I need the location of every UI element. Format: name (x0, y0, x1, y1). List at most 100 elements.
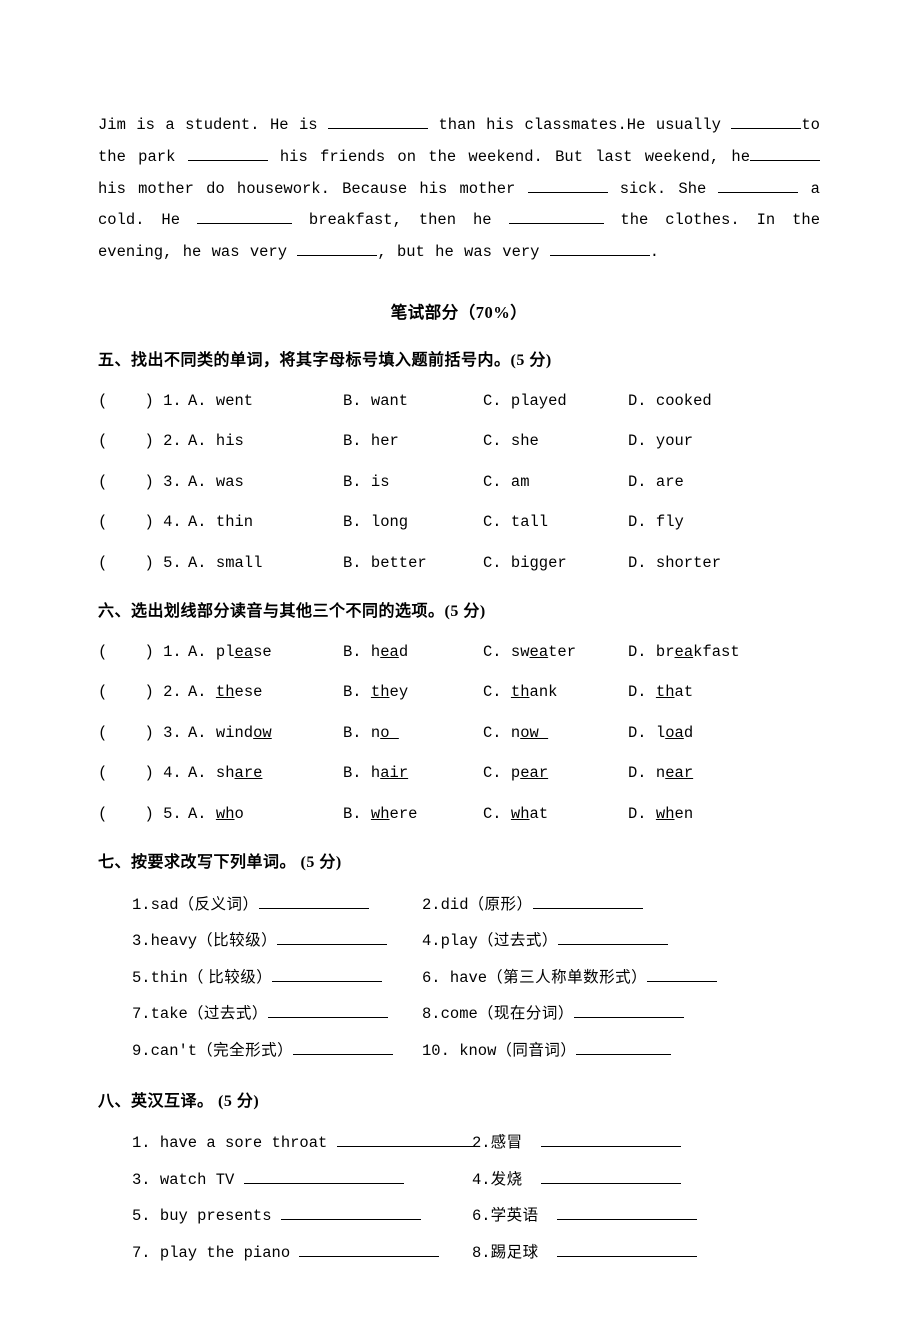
option-a: A. his (188, 425, 343, 458)
option-c: C. she (483, 425, 628, 458)
answer-paren[interactable]: ( ) 4. (98, 506, 188, 539)
blank[interactable] (731, 113, 801, 129)
fill-item-right: 8.come（现在分词） (422, 996, 684, 1032)
fill-row: 1. have a sore throat 2.感冒 (132, 1125, 820, 1161)
option-c: C. now (483, 717, 628, 750)
blank[interactable] (197, 209, 292, 225)
blank[interactable] (574, 1002, 684, 1018)
blank[interactable] (272, 966, 382, 982)
blank[interactable] (750, 145, 820, 161)
fill-item-right: 10. know（同音词） (422, 1033, 671, 1069)
fill-item-right: 4.play（过去式） (422, 923, 668, 959)
blank[interactable] (541, 1168, 681, 1184)
option-c: C. played (483, 385, 628, 418)
blank[interactable] (244, 1168, 404, 1184)
blank[interactable] (281, 1204, 421, 1220)
option-c: C. pear (483, 757, 628, 790)
blank[interactable] (558, 930, 668, 946)
fill-item-left: 1. have a sore throat (132, 1125, 472, 1161)
section-6-list: ( ) 1.A. pleaseB. headC. sweaterD. break… (98, 636, 820, 831)
answer-paren[interactable]: ( ) 5. (98, 798, 188, 831)
page: Jim is a student. He is than his classma… (0, 0, 920, 1331)
option-c: C. thank (483, 676, 628, 709)
answer-paren[interactable]: ( ) 3. (98, 466, 188, 499)
answer-paren[interactable]: ( ) 2. (98, 425, 188, 458)
fill-item-right: 6. have（第三人称单数形式） (422, 960, 717, 996)
blank[interactable] (188, 145, 268, 161)
fill-row: 1.sad（反义词）2.did（原形） (132, 887, 820, 923)
section-7-list: 1.sad（反义词）2.did（原形）3.heavy（比较级）4.play（过去… (98, 887, 820, 1069)
blank[interactable] (509, 209, 604, 225)
blank[interactable] (328, 113, 428, 129)
option-a: A. thin (188, 506, 343, 539)
fill-item-left: 5. buy presents (132, 1198, 472, 1234)
section-7-heading: 七、按要求改写下列单词。 (5 分) (98, 848, 820, 878)
answer-paren[interactable]: ( ) 5. (98, 547, 188, 580)
blank[interactable] (268, 1002, 388, 1018)
passage-text: his friends on the weekend. But last wee… (268, 148, 750, 166)
fill-item-right: 2.感冒 (472, 1125, 681, 1161)
fill-row: 7. play the piano 8.踢足球 (132, 1235, 820, 1271)
option-b: B. better (343, 547, 483, 580)
fill-item-right: 4.发烧 (472, 1162, 681, 1198)
blank[interactable] (299, 1241, 439, 1257)
option-d: D. that (628, 676, 693, 709)
fill-item-left: 3.heavy（比较级） (132, 923, 422, 959)
option-a: A. was (188, 466, 343, 499)
cloze-passage: Jim is a student. He is than his classma… (98, 110, 820, 269)
fill-item-left: 7. play the piano (132, 1235, 472, 1271)
answer-paren[interactable]: ( ) 3. (98, 717, 188, 750)
blank[interactable] (297, 240, 377, 256)
option-d: D. when (628, 798, 693, 831)
mcq-row: ( ) 1.A. wentB. wantC. playedD. cooked (98, 385, 820, 418)
blank[interactable] (541, 1132, 681, 1148)
option-b: B. they (343, 676, 483, 709)
mcq-row: ( ) 2.A. theseB. theyC. thankD. that (98, 676, 820, 709)
passage-text: , but he was very (377, 243, 549, 261)
blank[interactable] (557, 1204, 697, 1220)
blank[interactable] (557, 1241, 697, 1257)
passage-text: Jim is a student. He is (98, 116, 328, 134)
option-d: D. are (628, 466, 684, 499)
passage-text: his mother do housework. Because his mot… (98, 180, 528, 198)
mcq-row: ( ) 4.A. shareB. hairC. pearD. near (98, 757, 820, 790)
option-c: C. bigger (483, 547, 628, 580)
option-a: A. these (188, 676, 343, 709)
option-c: C. sweater (483, 636, 628, 669)
option-a: A. window (188, 717, 343, 750)
fill-row: 5. buy presents 6.学英语 (132, 1198, 820, 1234)
blank[interactable] (259, 893, 369, 909)
option-d: D. your (628, 425, 693, 458)
option-d: D. load (628, 717, 693, 750)
passage-text: sick. She (608, 180, 719, 198)
answer-paren[interactable]: ( ) 1. (98, 385, 188, 418)
blank[interactable] (576, 1039, 671, 1055)
answer-paren[interactable]: ( ) 2. (98, 676, 188, 709)
blank[interactable] (293, 1039, 393, 1055)
option-b: B. is (343, 466, 483, 499)
mcq-row: ( ) 3.A. wasB. isC. amD. are (98, 466, 820, 499)
passage-text: breakfast, then he (292, 211, 509, 229)
blank[interactable] (337, 1132, 477, 1148)
blank[interactable] (528, 177, 608, 193)
option-b: B. want (343, 385, 483, 418)
option-a: A. small (188, 547, 343, 580)
fill-item-left: 9.can't（完全形式） (132, 1033, 422, 1069)
option-c: C. tall (483, 506, 628, 539)
answer-paren[interactable]: ( ) 1. (98, 636, 188, 669)
blank[interactable] (718, 177, 798, 193)
fill-item-right: 2.did（原形） (422, 887, 643, 923)
answer-paren[interactable]: ( ) 4. (98, 757, 188, 790)
blank[interactable] (550, 240, 650, 256)
passage-text: than his classmates.He usually (428, 116, 731, 134)
option-c: C. what (483, 798, 628, 831)
blank[interactable] (533, 893, 643, 909)
section-5-heading: 五、找出不同类的单词，将其字母标号填入题前括号内。(5 分) (98, 346, 820, 376)
blank[interactable] (277, 930, 387, 946)
fill-row: 9.can't（完全形式）10. know（同音词） (132, 1033, 820, 1069)
passage-text: . (650, 243, 659, 261)
mcq-row: ( ) 5.A. whoB. whereC. whatD. when (98, 798, 820, 831)
section-8-list: 1. have a sore throat 2.感冒 3. watch TV 4… (98, 1125, 820, 1271)
fill-row: 7.take（过去式）8.come（现在分词） (132, 996, 820, 1032)
blank[interactable] (647, 966, 717, 982)
